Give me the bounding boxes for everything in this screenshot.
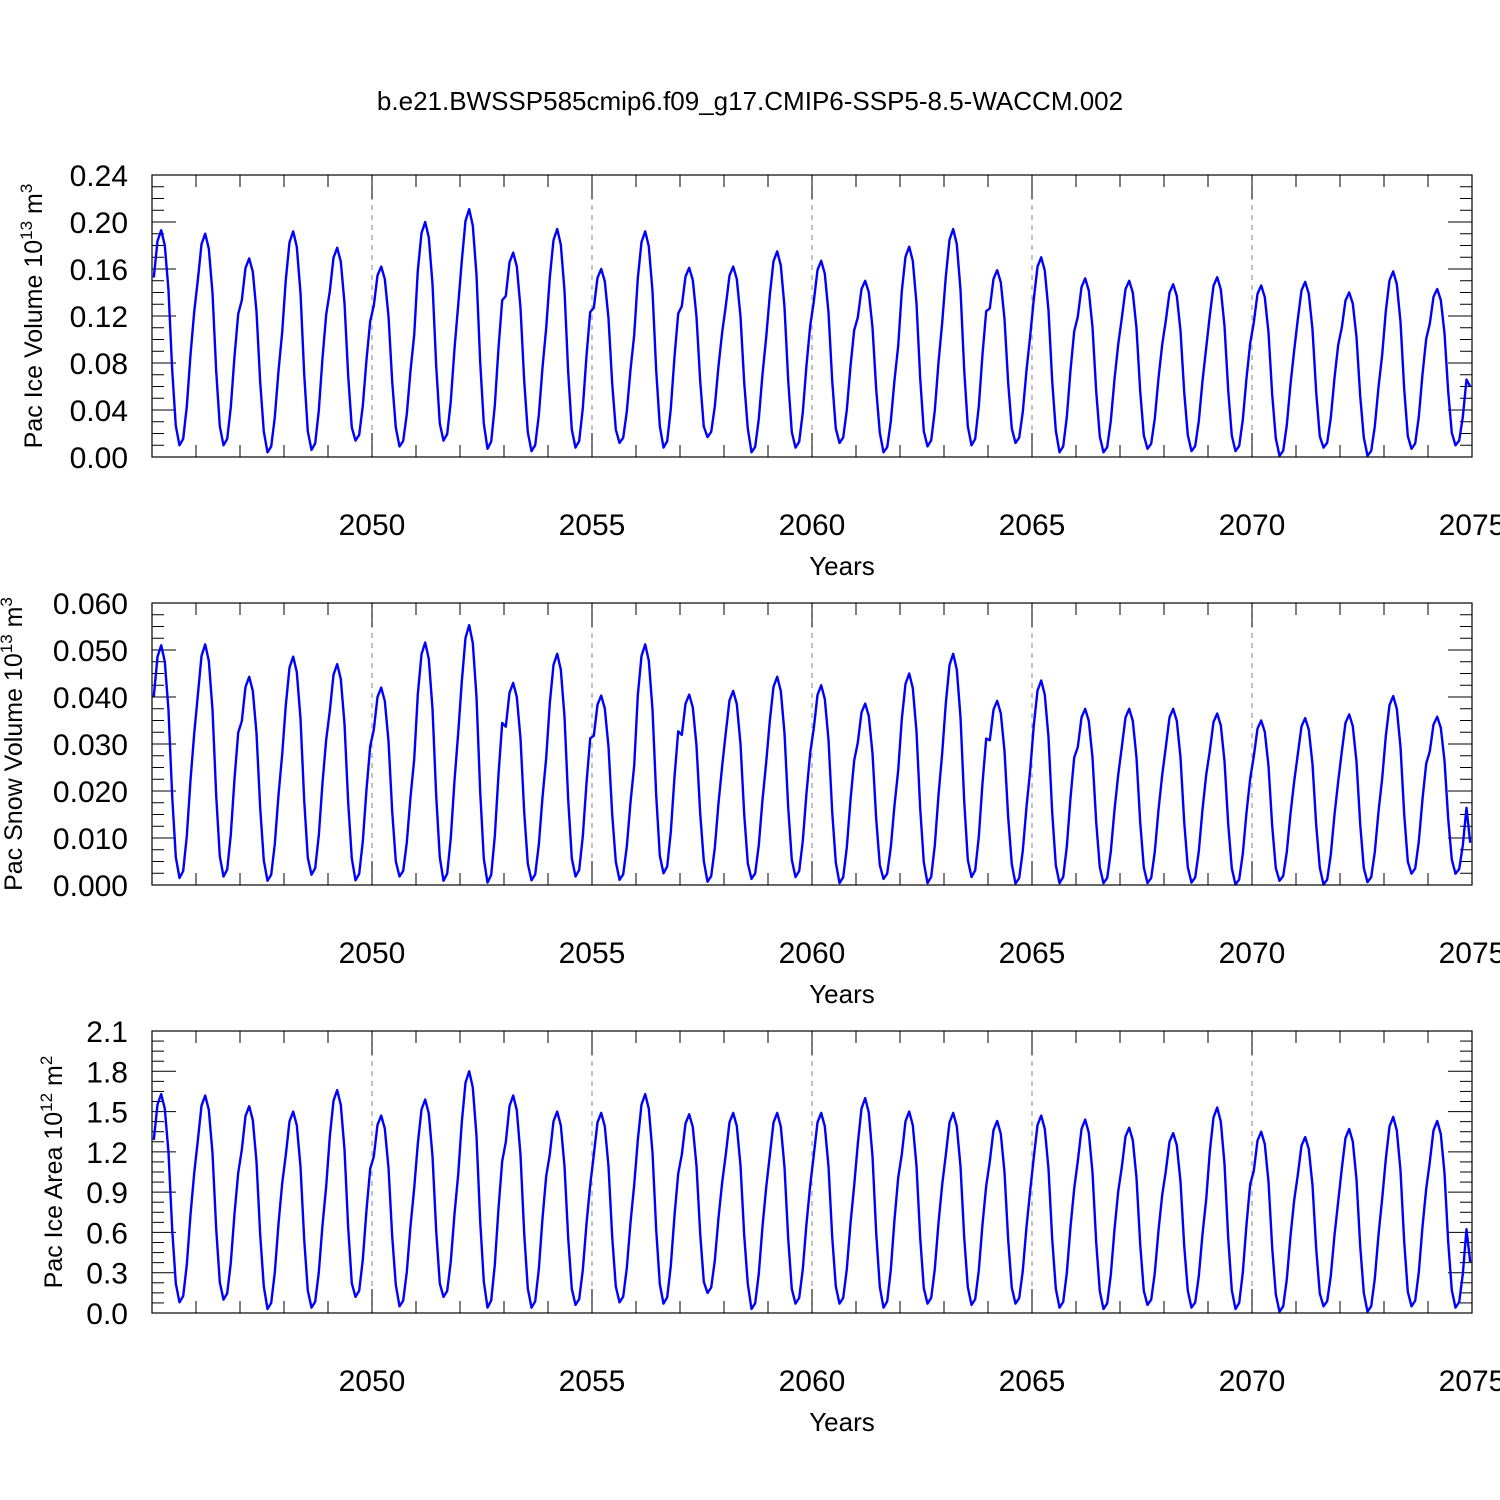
y-tick-label: 0.000 xyxy=(53,870,128,903)
x-tick-label: 2075 xyxy=(1439,509,1500,542)
y-tick-label: 0.3 xyxy=(86,1258,128,1291)
y-tick-label: 2.1 xyxy=(86,1016,128,1049)
x-tick-label: 2055 xyxy=(559,937,626,970)
chart-title: b.e21.BWSSP585cmip6.f09_g17.CMIP6-SSP5-8… xyxy=(377,86,1123,116)
x-tick-label: 2065 xyxy=(999,509,1066,542)
y-axis-label-unit: m xyxy=(40,1065,68,1093)
y-tick-label: 0.00 xyxy=(70,442,128,475)
y-axis-label-exponent: 13 xyxy=(0,634,16,653)
x-tick-label: 2070 xyxy=(1219,1365,1286,1398)
x-tick-label: 2055 xyxy=(559,1365,626,1398)
y-axis-label-unit-exponent: 2 xyxy=(37,1056,56,1065)
series-line xyxy=(152,207,1472,457)
x-tick-label: 2060 xyxy=(779,509,846,542)
y-axis-label-unit-exponent: 3 xyxy=(0,597,16,606)
series-line xyxy=(152,623,1472,886)
y-tick-label: 0.040 xyxy=(53,682,128,715)
y-axis-label-unit: m xyxy=(0,607,28,635)
y-tick-label: 0.060 xyxy=(53,588,128,621)
y-tick-label: 0.6 xyxy=(86,1217,128,1250)
x-tick-label: 2060 xyxy=(779,1365,846,1398)
panel-ice-volume: 0.00 0.04 0.08 0.12 0.16 0.20 0.24 2050 2055 2060… xyxy=(17,160,1500,581)
x-axis-label: Years xyxy=(809,1407,875,1437)
x-tick-label: 2070 xyxy=(1219,937,1286,970)
x-tick-label: 2050 xyxy=(339,509,406,542)
y-tick-label: 0.04 xyxy=(70,395,128,428)
series-line xyxy=(152,1070,1472,1313)
y-axis-label-unit-exponent: 3 xyxy=(17,184,36,193)
plot-frame xyxy=(151,602,1473,886)
x-tick-label: 2055 xyxy=(559,509,626,542)
y-axis-label-text: Pac Ice Area 10 xyxy=(40,1112,68,1289)
x-tick-label: 2050 xyxy=(339,1365,406,1398)
y-axis-label: Pac Ice Area 1012 m2 xyxy=(37,1056,68,1289)
y-tick-label: 0.16 xyxy=(70,254,128,287)
panel-ice-area: 0.0 0.3 0.6 0.9 1.2 1.5 1.8 2.1 2050 2055 2060 2065… xyxy=(37,1016,1500,1437)
y-tick-label: 0.24 xyxy=(70,160,128,193)
y-tick-label: 1.8 xyxy=(86,1056,128,1089)
panels: 0.00 0.04 0.08 0.12 0.16 0.20 0.24 2050 2055 2060… xyxy=(0,160,1500,1437)
y-axis-label-text: Pac Ice Volume 10 xyxy=(20,240,48,448)
y-tick-label: 0.030 xyxy=(53,729,128,762)
x-axis-label: Years xyxy=(809,979,875,1009)
y-axis-label-exponent: 12 xyxy=(37,1093,56,1112)
y-tick-label: 1.2 xyxy=(86,1137,128,1170)
y-axis-label: Pac Snow Volume 1013 m3 xyxy=(0,597,28,891)
plot-frame xyxy=(151,174,1473,458)
y-tick-label: 0.020 xyxy=(53,776,128,809)
y-tick-label: 0.050 xyxy=(53,635,128,668)
y-tick-label: 0.12 xyxy=(70,301,128,334)
x-tick-label: 2050 xyxy=(339,937,406,970)
x-tick-label: 2065 xyxy=(999,937,1066,970)
y-axis-label: Pac Ice Volume 1013 m3 xyxy=(17,184,48,449)
y-tick-label: 1.5 xyxy=(86,1097,128,1130)
y-tick-label: 0.0 xyxy=(86,1298,128,1331)
y-axis-label-unit: m xyxy=(20,193,48,221)
plot-frame xyxy=(151,1030,1473,1314)
x-axis-label: Years xyxy=(809,551,875,581)
y-tick-label: 0.08 xyxy=(70,348,128,381)
y-axis-label-text: Pac Snow Volume 10 xyxy=(0,653,28,891)
x-tick-label: 2060 xyxy=(779,937,846,970)
y-axis-label-exponent: 13 xyxy=(17,221,36,240)
y-tick-label: 0.20 xyxy=(70,207,128,240)
x-tick-label: 2065 xyxy=(999,1365,1066,1398)
x-tick-label: 2075 xyxy=(1439,1365,1500,1398)
x-tick-label: 2070 xyxy=(1219,509,1286,542)
panel-snow-volume: 0.000 0.010 0.020 0.030 0.040 0.050 0.060 2050 2… xyxy=(0,588,1500,1009)
y-tick-label: 0.010 xyxy=(53,823,128,856)
x-tick-label: 2075 xyxy=(1439,937,1500,970)
y-tick-label: 0.9 xyxy=(86,1177,128,1210)
